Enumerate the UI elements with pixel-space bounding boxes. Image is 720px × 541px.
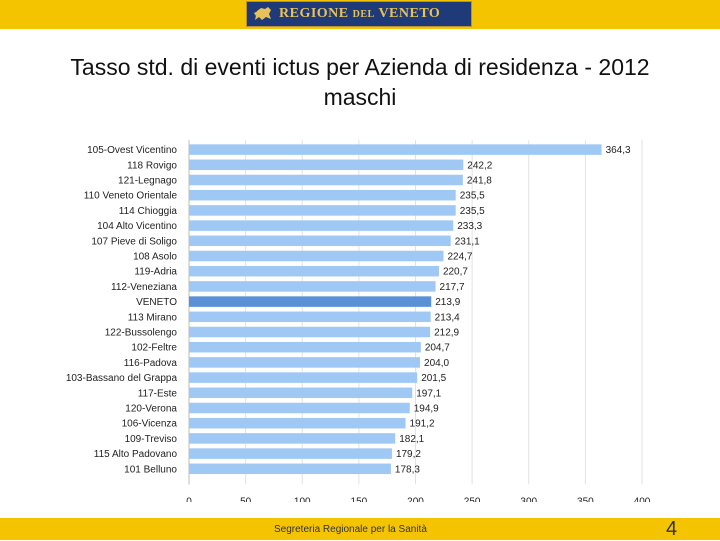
category-label: 102-Feltre <box>131 343 177 354</box>
category-label: 104 Alto Vicentino <box>97 221 177 232</box>
data-label: 197,1 <box>416 388 441 399</box>
x-tick-label: 200 <box>407 496 424 502</box>
category-label: 122-Bussolengo <box>105 328 178 339</box>
category-label: 121-Legnago <box>118 176 177 187</box>
slide-title: Tasso std. di eventi ictus per Azienda d… <box>20 52 700 112</box>
bar <box>189 463 391 475</box>
data-label: 233,3 <box>457 221 482 232</box>
bar <box>189 205 456 216</box>
category-label: 120-Verona <box>125 404 177 415</box>
bar <box>189 281 436 292</box>
title-line-1: Tasso std. di eventi ictus per Azienda d… <box>70 54 650 80</box>
data-label: 204,0 <box>424 358 449 369</box>
x-tick-label: 300 <box>520 496 537 502</box>
header-bar: REGIONE DEL VENETO <box>0 0 720 29</box>
data-label: 217,7 <box>440 282 465 293</box>
category-label: 105-Ovest Vicentino <box>87 145 177 156</box>
bar <box>189 235 451 247</box>
category-label: 113 Mirano <box>128 312 178 323</box>
bar <box>189 144 602 155</box>
category-label: 119-Adria <box>134 267 177 278</box>
bar <box>189 417 406 429</box>
bar <box>189 448 392 459</box>
data-label: 213,9 <box>435 297 460 308</box>
category-label: 109-Treviso <box>125 434 178 445</box>
bar <box>189 174 463 186</box>
data-label: 224,7 <box>447 252 472 263</box>
data-label: 201,5 <box>421 373 446 384</box>
data-label: 204,7 <box>425 343 450 354</box>
bar <box>189 250 444 262</box>
bar <box>189 387 413 399</box>
category-label: 118 Rovigo <box>127 160 177 171</box>
x-tick-label: 350 <box>577 496 594 502</box>
x-tick-label: 100 <box>294 496 311 502</box>
x-tick-label: 0 <box>186 496 192 502</box>
bar <box>189 341 421 353</box>
bar <box>189 159 464 171</box>
data-label: 212,9 <box>434 328 459 339</box>
data-label: 182,1 <box>399 434 424 445</box>
data-label: 364,3 <box>606 145 631 156</box>
data-label: 220,7 <box>443 267 468 278</box>
footer-bar: Segreteria Regionale per la Sanità 4 <box>0 518 720 540</box>
category-label: 112-Veneziana <box>111 282 177 293</box>
data-label: 191,2 <box>410 419 435 430</box>
bar-chart: 105-Ovest Vicentino 364,3 118 Rovigo 242,2 1… <box>66 140 651 502</box>
category-label: 103-Bassano del Grappa <box>66 373 178 384</box>
data-label: 179,2 <box>396 449 421 460</box>
data-label: 194,9 <box>414 404 439 415</box>
category-label: 117-Este <box>138 388 178 399</box>
bar <box>189 311 431 323</box>
data-label: 242,2 <box>467 160 492 171</box>
logo-text: REGIONE DEL VENETO <box>279 6 441 21</box>
bar <box>189 220 454 231</box>
category-label: 110 Veneto Orientale <box>84 191 178 202</box>
bar <box>189 433 396 444</box>
x-tick-label: 400 <box>634 496 651 502</box>
data-label: 213,4 <box>435 312 460 323</box>
category-label: 101 Belluno <box>124 464 177 475</box>
page-number: 4 <box>666 518 678 540</box>
data-label: 178,3 <box>395 464 420 475</box>
x-tick-label: 150 <box>351 496 368 502</box>
bar <box>189 357 421 368</box>
bar <box>189 372 418 383</box>
bar <box>189 189 456 201</box>
category-label: 116-Padova <box>124 358 178 369</box>
bar <box>189 326 431 338</box>
title-line-2: maschi <box>323 84 397 110</box>
bar <box>189 402 410 414</box>
category-label: 107 Pieve di Soligo <box>91 236 177 247</box>
x-tick-label: 50 <box>240 496 252 502</box>
lion-icon <box>247 2 279 26</box>
regione-veneto-logo: REGIONE DEL VENETO <box>246 1 472 27</box>
data-label: 235,5 <box>460 206 485 217</box>
x-tick-label: 250 <box>464 496 481 502</box>
bar <box>189 265 439 277</box>
category-label: 108 Asolo <box>133 252 177 263</box>
category-label: VENETO <box>136 297 177 308</box>
category-label: 114 Chioggia <box>119 206 178 217</box>
data-label: 231,1 <box>455 236 480 247</box>
category-label: 106-Vicenza <box>122 419 178 430</box>
data-label: 241,8 <box>467 176 492 187</box>
data-label: 235,5 <box>460 191 485 202</box>
bar <box>189 296 432 307</box>
category-label: 115 Alto Padovano <box>94 449 178 460</box>
footer-text: Segreteria Regionale per la Sanità <box>274 524 427 535</box>
